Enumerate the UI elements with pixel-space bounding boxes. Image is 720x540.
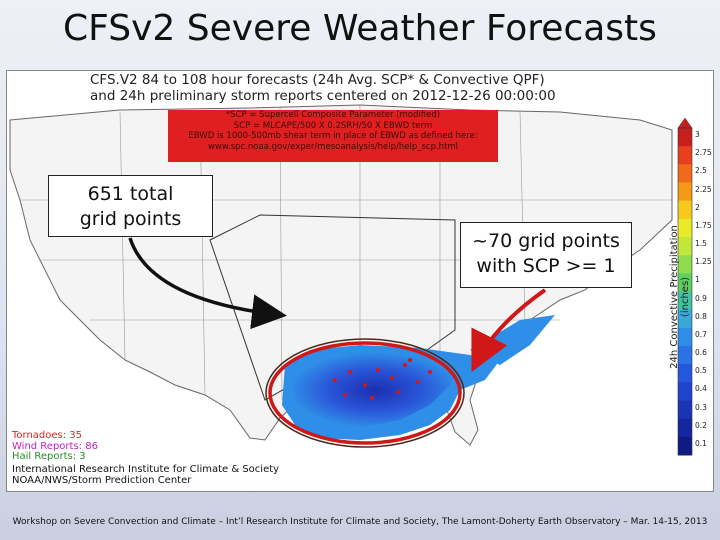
colorbar-segment <box>678 146 692 165</box>
colorbar-tick-label: 3 <box>695 130 700 139</box>
colorbar-tick-label: 0.1 <box>695 438 707 448</box>
colorbar-tick-label: 1 <box>695 275 700 285</box>
colorbar-tick-label: 2.5 <box>695 166 707 176</box>
colorbar-tick-label: 2.25 <box>695 184 712 194</box>
scp-definition-line: EBWD is 1000-500mb shear term in place o… <box>188 131 478 141</box>
credit-line1: International Research Institute for Cli… <box>12 464 280 475</box>
colorbar-tick-label: 2 <box>695 202 700 212</box>
scp-highlight-ellipse <box>268 341 462 445</box>
colorbar-segment <box>678 255 692 274</box>
callout-line: grid points <box>79 208 182 230</box>
colorbar-segment <box>678 309 692 329</box>
arrow-to-domain <box>128 237 287 330</box>
callout-line: ~70 grid points <box>472 230 620 252</box>
figure-credit: International Research Institute for Cli… <box>12 464 279 486</box>
colorbar-outline <box>677 127 693 456</box>
callout-scp-grid-points: ~70 grid points with SCP >= 1 <box>460 222 632 288</box>
scp-definition-line: SCP = MLCAPE/500 X 0.2SRH/50 X EBWD term <box>233 120 433 131</box>
colorbar-tick-label: 2.75 <box>695 148 712 158</box>
tornado-count: Tornadoes: 35 <box>12 430 83 441</box>
colorbar-tick-label: 0.3 <box>695 402 707 412</box>
figure-title-line1: CFS.V2 84 to 108 hour forecasts (24h Avg… <box>90 72 545 88</box>
colorbar-label: 24h Convective Precipitation (inches) <box>669 225 691 369</box>
colorbar-segment <box>678 418 692 438</box>
colorbar-tick-label: 0.7 <box>695 329 707 339</box>
colorbar <box>677 117 693 456</box>
colorbar-segment <box>678 164 692 183</box>
colorbar-tick-label: 0.2 <box>695 420 707 430</box>
colorbar-segment <box>678 291 692 311</box>
colorbar-tick-label: 1.75 <box>695 220 712 230</box>
colorbar-tick-label: 0.9 <box>695 293 707 303</box>
colorbar-tick-label: 0.4 <box>695 384 707 394</box>
callout-total-grid-points: 651 total grid points <box>48 175 213 237</box>
scp-definition-line: www.spc.noaa.gov/exper/mesoanalysis/help… <box>207 141 459 152</box>
colorbar-segment <box>678 182 692 202</box>
colorbar-segment <box>678 273 692 292</box>
figure-title: CFS.V2 84 to 108 hour forecasts (24h Avg… <box>90 72 590 104</box>
scp-definition-box: *SCP = Supercell Composite Parameter (mo… <box>168 110 498 162</box>
colorbar-tick-label: 0.8 <box>695 311 707 321</box>
colorbar-segment <box>678 128 692 147</box>
slide-footer: Workshop on Severe Convection and Climat… <box>12 517 708 527</box>
slide-title: CFSv2 Severe Weather Forecasts <box>63 8 657 49</box>
callout-line: with SCP >= 1 <box>476 255 616 277</box>
colorbar-segment <box>678 382 692 401</box>
colorbar-tick-label: 0.5 <box>695 366 707 376</box>
colorbar-segment <box>678 200 692 220</box>
colorbar-tick-label: 1.5 <box>695 239 707 248</box>
colorbar-segment <box>678 218 692 238</box>
colorbar-tick-label: 0.6 <box>695 348 707 357</box>
figure-title-line2: and 24h preliminary storm reports center… <box>90 88 556 104</box>
credit-line2: NOAA/NWS/Storm Prediction Center <box>12 475 192 486</box>
colorbar-cap <box>677 117 693 129</box>
callout-line: 651 total <box>87 183 174 205</box>
hail-report-count: Hail Reports: 3 <box>12 451 86 462</box>
colorbar-tick-label: 1.25 <box>695 257 712 267</box>
colorbar-segment <box>678 436 692 456</box>
colorbar-segment <box>678 364 692 383</box>
colorbar-segment <box>678 346 692 365</box>
colorbar-segment <box>678 237 692 256</box>
storm-report-marks <box>333 358 432 400</box>
wind-report-count: Wind Reports: 86 <box>12 440 98 452</box>
scp-definition-line: *SCP = Supercell Composite Parameter (mo… <box>225 110 441 120</box>
colorbar-segment <box>678 327 692 347</box>
colorbar-segment <box>678 400 692 420</box>
arrow-to-ellipse <box>471 288 547 373</box>
storm-report-counts: Tornadoes: 35 Wind Reports: 86 Hail Repo… <box>12 430 98 463</box>
